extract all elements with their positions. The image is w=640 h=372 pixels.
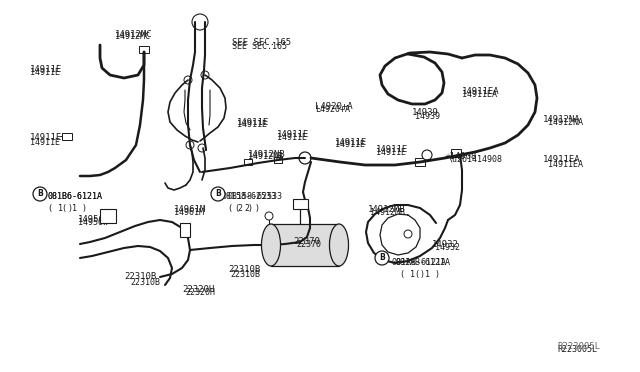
Text: 14911E: 14911E — [277, 130, 309, 139]
Text: 08158-62533: 08158-62533 — [222, 192, 277, 201]
Text: ( 1 ): ( 1 ) — [62, 204, 87, 213]
Text: 14911E: 14911E — [30, 133, 62, 142]
Text: 14912NA: 14912NA — [548, 118, 583, 127]
Text: 14911E: 14911E — [335, 138, 367, 147]
Text: 14912NA: 14912NA — [543, 115, 580, 124]
Text: L4920+A: L4920+A — [315, 105, 350, 114]
Text: 14912MB: 14912MB — [370, 208, 405, 217]
Text: 14912MC: 14912MC — [115, 30, 152, 39]
Text: SEE SEC.165: SEE SEC.165 — [232, 42, 287, 51]
Text: ( 1 ): ( 1 ) — [400, 270, 425, 279]
Text: 081AB-6121A: 081AB-6121A — [392, 258, 447, 267]
Text: 14961M: 14961M — [174, 205, 206, 214]
Circle shape — [192, 14, 208, 30]
Circle shape — [422, 150, 432, 160]
FancyBboxPatch shape — [100, 209, 116, 223]
Circle shape — [211, 187, 225, 201]
Text: B: B — [37, 189, 43, 199]
Text: 14912NB: 14912NB — [248, 152, 283, 161]
Text: 22310B: 22310B — [124, 272, 156, 281]
Text: B: B — [215, 189, 221, 199]
Text: 081B6-6121A: 081B6-6121A — [48, 192, 103, 201]
Bar — [139, 46, 149, 53]
Bar — [274, 157, 282, 163]
Circle shape — [186, 141, 194, 149]
Text: 08158-62533: 08158-62533 — [228, 192, 283, 201]
Text: ( 2 ): ( 2 ) — [235, 204, 260, 213]
Text: 14911E: 14911E — [376, 148, 406, 157]
Text: ☔14908: ☔14908 — [445, 152, 477, 161]
Text: SEE SEC.165: SEE SEC.165 — [232, 38, 291, 47]
Text: ( 1 ): ( 1 ) — [48, 204, 73, 213]
Bar — [451, 149, 461, 157]
Text: 14961M: 14961M — [174, 208, 204, 217]
Text: 14911E: 14911E — [30, 68, 60, 77]
Text: 081AB-6121A: 081AB-6121A — [395, 258, 450, 267]
Circle shape — [299, 152, 311, 164]
Text: 14911E: 14911E — [376, 145, 408, 154]
Text: 14911EA: 14911EA — [543, 155, 580, 164]
Text: 22310B: 22310B — [130, 278, 160, 287]
Text: L4920+A: L4920+A — [315, 102, 353, 111]
Text: 14911E: 14911E — [30, 65, 62, 74]
Circle shape — [184, 76, 192, 84]
Circle shape — [404, 230, 412, 238]
Circle shape — [265, 212, 273, 220]
Text: 14911E: 14911E — [237, 118, 269, 127]
Ellipse shape — [262, 224, 280, 266]
Text: 22320H: 22320H — [185, 288, 215, 297]
Text: 14932: 14932 — [432, 240, 459, 249]
Circle shape — [198, 144, 206, 152]
Circle shape — [375, 251, 389, 265]
Bar — [62, 133, 72, 140]
Text: 22310B: 22310B — [230, 270, 260, 279]
Ellipse shape — [330, 224, 349, 266]
Text: B: B — [379, 253, 385, 263]
Text: 14911EA: 14911EA — [462, 87, 500, 96]
Text: 14956W: 14956W — [78, 215, 110, 224]
Text: 22370: 22370 — [296, 240, 321, 249]
Text: 14912MC: 14912MC — [115, 32, 150, 41]
Text: 14911E: 14911E — [30, 138, 60, 147]
Text: 14939: 14939 — [412, 108, 439, 117]
Text: 081B6-6121A: 081B6-6121A — [48, 192, 103, 201]
Bar — [244, 159, 252, 165]
Text: 14911EA: 14911EA — [548, 160, 583, 169]
Text: 14911E: 14911E — [277, 133, 307, 142]
Text: ( 1 ): ( 1 ) — [415, 270, 440, 279]
Text: ( 2 ): ( 2 ) — [228, 204, 253, 213]
Text: R223005L: R223005L — [557, 342, 600, 351]
Text: 14911EA: 14911EA — [462, 90, 497, 99]
Text: 14956W: 14956W — [78, 218, 108, 227]
Text: 14911E: 14911E — [335, 140, 365, 149]
Bar — [293, 199, 308, 209]
Text: 22320H: 22320H — [182, 285, 214, 294]
Text: 14912MB: 14912MB — [368, 205, 406, 214]
Text: 14911E: 14911E — [237, 120, 267, 129]
Text: 14939: 14939 — [415, 112, 440, 121]
Bar — [180, 223, 190, 237]
Text: 22370: 22370 — [293, 237, 320, 246]
Bar — [415, 158, 425, 166]
Text: 14932: 14932 — [435, 243, 460, 252]
Text: R223005L: R223005L — [557, 345, 597, 354]
Text: \u261414908: \u261414908 — [448, 155, 503, 164]
Text: 22310B: 22310B — [228, 265, 260, 274]
Circle shape — [201, 71, 209, 79]
Circle shape — [33, 187, 47, 201]
Text: 14912NB: 14912NB — [248, 150, 285, 159]
Bar — [271, 224, 339, 266]
